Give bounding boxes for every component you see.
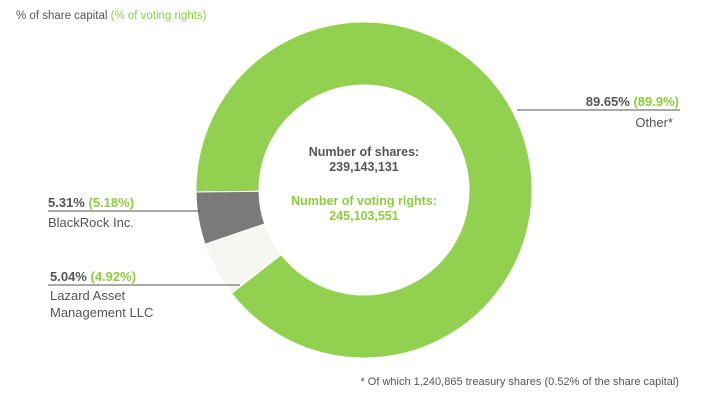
blackrock-voting-pct: (5.18%) [89,195,135,210]
label-blackrock-name: BlackRock Inc. [48,215,134,230]
label-other-name: Other* [635,115,673,130]
label-blackrock-pct: 5.31% (5.18%) [48,195,134,210]
other-share-pct: 89.65% [586,94,631,109]
blackrock-share-pct: 5.31% [48,195,85,210]
label-other-pct: 89.65% (89.9%) [586,94,679,109]
label-lazard-pct: 5.04% (4.92%) [50,269,136,284]
lazard-voting-pct: (4.92%) [91,269,137,284]
label-lazard-name-line2: Management LLC [50,305,153,320]
header-voting-rights: (% of voting rights) [110,10,207,22]
donut-slices [195,21,533,359]
center-shares-label: Number of shares: [309,145,419,159]
header-share-capital: % of share capital [16,10,108,22]
other-voting-pct: (89.9%) [633,94,679,109]
footnote: * Of which 1,240,865 treasury shares (0.… [360,376,679,388]
center-shares-value: 239,143,131 [329,160,399,174]
center-voting-label: Number of voting rights: [291,194,437,208]
donut-slice-other [195,21,533,359]
donut-slice-lazard [195,190,266,245]
center-voting-value: 245,103,551 [329,209,399,223]
label-lazard-name-line1: Lazard Asset [50,288,126,303]
lazard-share-pct: 5.04% [50,269,87,284]
chart-header: % of share capital (% of voting rights) [16,10,207,22]
